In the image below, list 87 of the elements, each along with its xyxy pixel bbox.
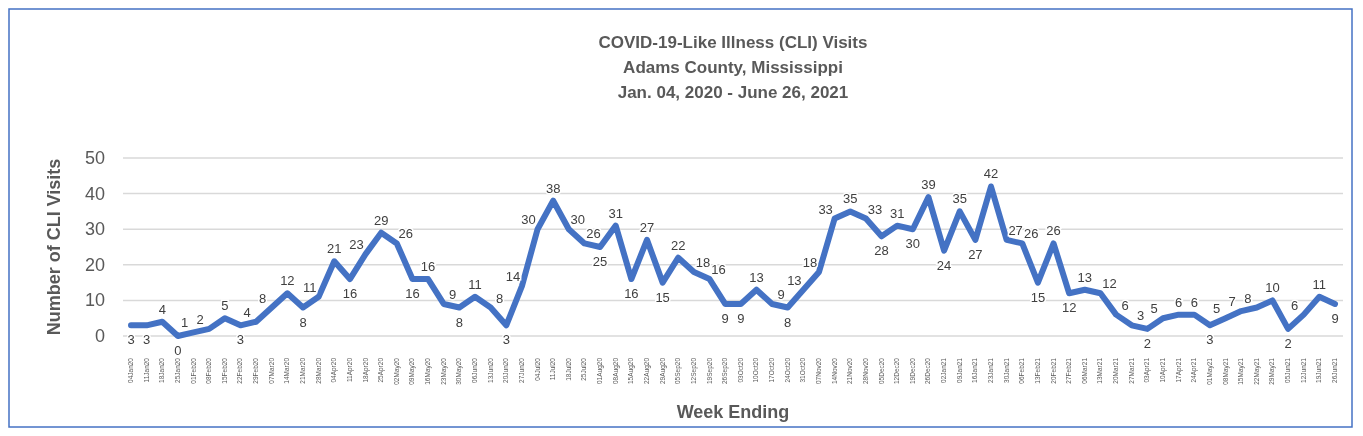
data-label: 13 bbox=[787, 272, 802, 288]
data-label: 25 bbox=[592, 254, 608, 269]
data-label: 9 bbox=[449, 286, 457, 302]
y-tick-label: 10 bbox=[84, 290, 105, 311]
data-label: 3 bbox=[1137, 308, 1145, 324]
data-label: 6 bbox=[1175, 294, 1183, 310]
data-label: 12 bbox=[280, 273, 295, 289]
data-label: 30 bbox=[570, 212, 586, 228]
data-label: 12 bbox=[1102, 276, 1117, 292]
data-label: 22 bbox=[671, 237, 686, 253]
data-label: 13 bbox=[749, 269, 764, 285]
data-label: 6 bbox=[1190, 294, 1198, 310]
data-label: 26 bbox=[1024, 226, 1039, 242]
y-tick-label: 40 bbox=[84, 183, 105, 204]
data-label: 24 bbox=[936, 257, 952, 273]
x-axis-title: Week Ending bbox=[676, 402, 790, 422]
data-label: 0 bbox=[174, 343, 182, 358]
data-label: 28 bbox=[874, 243, 889, 259]
data-label: 8 bbox=[455, 314, 463, 330]
data-label: 4 bbox=[243, 304, 251, 320]
y-tick-label: 0 bbox=[94, 326, 105, 346]
data-label: 9 bbox=[1331, 310, 1339, 326]
data-label: 3 bbox=[502, 332, 510, 348]
data-label: 30 bbox=[905, 236, 921, 252]
data-label: 21 bbox=[327, 241, 342, 257]
data-label: 38 bbox=[545, 180, 561, 196]
data-label: 16 bbox=[405, 286, 420, 302]
data-label: 26 bbox=[398, 226, 414, 242]
data-label: 39 bbox=[921, 177, 936, 193]
data-label: 31 bbox=[889, 205, 905, 221]
data-label: 16 bbox=[342, 286, 358, 302]
data-label: 8 bbox=[299, 314, 307, 330]
data-label: 5 bbox=[221, 298, 229, 314]
data-label: 16 bbox=[420, 259, 436, 275]
data-label: 35 bbox=[952, 191, 967, 207]
data-label: 8 bbox=[496, 290, 504, 306]
data-label: 6 bbox=[1121, 297, 1129, 313]
data-label: 12 bbox=[1061, 300, 1077, 316]
data-label: 13 bbox=[1077, 269, 1093, 285]
data-label: 8 bbox=[784, 314, 792, 330]
data-label: 2 bbox=[196, 311, 204, 327]
data-label: 3 bbox=[1206, 332, 1214, 348]
data-label: 30 bbox=[521, 212, 536, 228]
data-label: 31 bbox=[608, 205, 623, 221]
y-tick-label: 50 bbox=[84, 148, 105, 168]
data-label: 11 bbox=[302, 279, 317, 295]
data-label: 29 bbox=[373, 212, 389, 228]
chart-title: COVID-19-Like Illness (CLI) Visits Adams County, Mississippi Jan. 04, 2020 - June 26, 2021 bbox=[598, 33, 868, 102]
data-label: 8 bbox=[1244, 290, 1252, 306]
data-label: 18 bbox=[695, 254, 711, 270]
data-label: 3 bbox=[127, 332, 135, 348]
data-label: 2 bbox=[1143, 335, 1151, 351]
data-label: 9 bbox=[737, 310, 745, 326]
data-label: 23 bbox=[349, 237, 364, 253]
data-label: 16 bbox=[711, 262, 726, 278]
data-label: 15 bbox=[655, 289, 670, 305]
data-label: 10 bbox=[1265, 280, 1280, 296]
y-tick-label: 20 bbox=[84, 254, 105, 275]
data-label: 35 bbox=[843, 191, 858, 207]
data-label: 27 bbox=[1008, 222, 1023, 238]
data-label: 42 bbox=[983, 166, 999, 182]
data-label: 4 bbox=[158, 301, 166, 317]
data-label: 9 bbox=[721, 310, 729, 326]
data-label: 26 bbox=[1046, 223, 1061, 239]
data-label: 5 bbox=[1212, 301, 1221, 317]
data-label: 6 bbox=[1291, 297, 1299, 313]
y-axis-title: Number of CLI Visits bbox=[44, 158, 64, 336]
data-label: 1 bbox=[180, 315, 189, 331]
data-label: 26 bbox=[586, 226, 601, 242]
data-label: 16 bbox=[624, 286, 639, 302]
data-label: 18 bbox=[802, 254, 818, 270]
data-label: 8 bbox=[259, 290, 267, 306]
data-label: 7 bbox=[1228, 294, 1236, 310]
y-tick-label: 30 bbox=[84, 219, 105, 240]
data-label: 2 bbox=[1284, 335, 1292, 351]
data-label: 3 bbox=[236, 332, 245, 348]
data-label: 27 bbox=[639, 219, 655, 235]
data-label: 5 bbox=[1150, 301, 1158, 317]
data-label: 11 bbox=[1312, 276, 1327, 292]
data-label: 14 bbox=[505, 269, 521, 285]
data-label: 27 bbox=[968, 246, 983, 262]
data-label: 3 bbox=[143, 332, 151, 348]
data-label: 33 bbox=[818, 201, 833, 217]
data-label: 15 bbox=[1030, 289, 1046, 305]
data-label: 33 bbox=[867, 201, 883, 217]
data-label: 9 bbox=[777, 286, 785, 302]
data-label: 11 bbox=[468, 276, 482, 292]
